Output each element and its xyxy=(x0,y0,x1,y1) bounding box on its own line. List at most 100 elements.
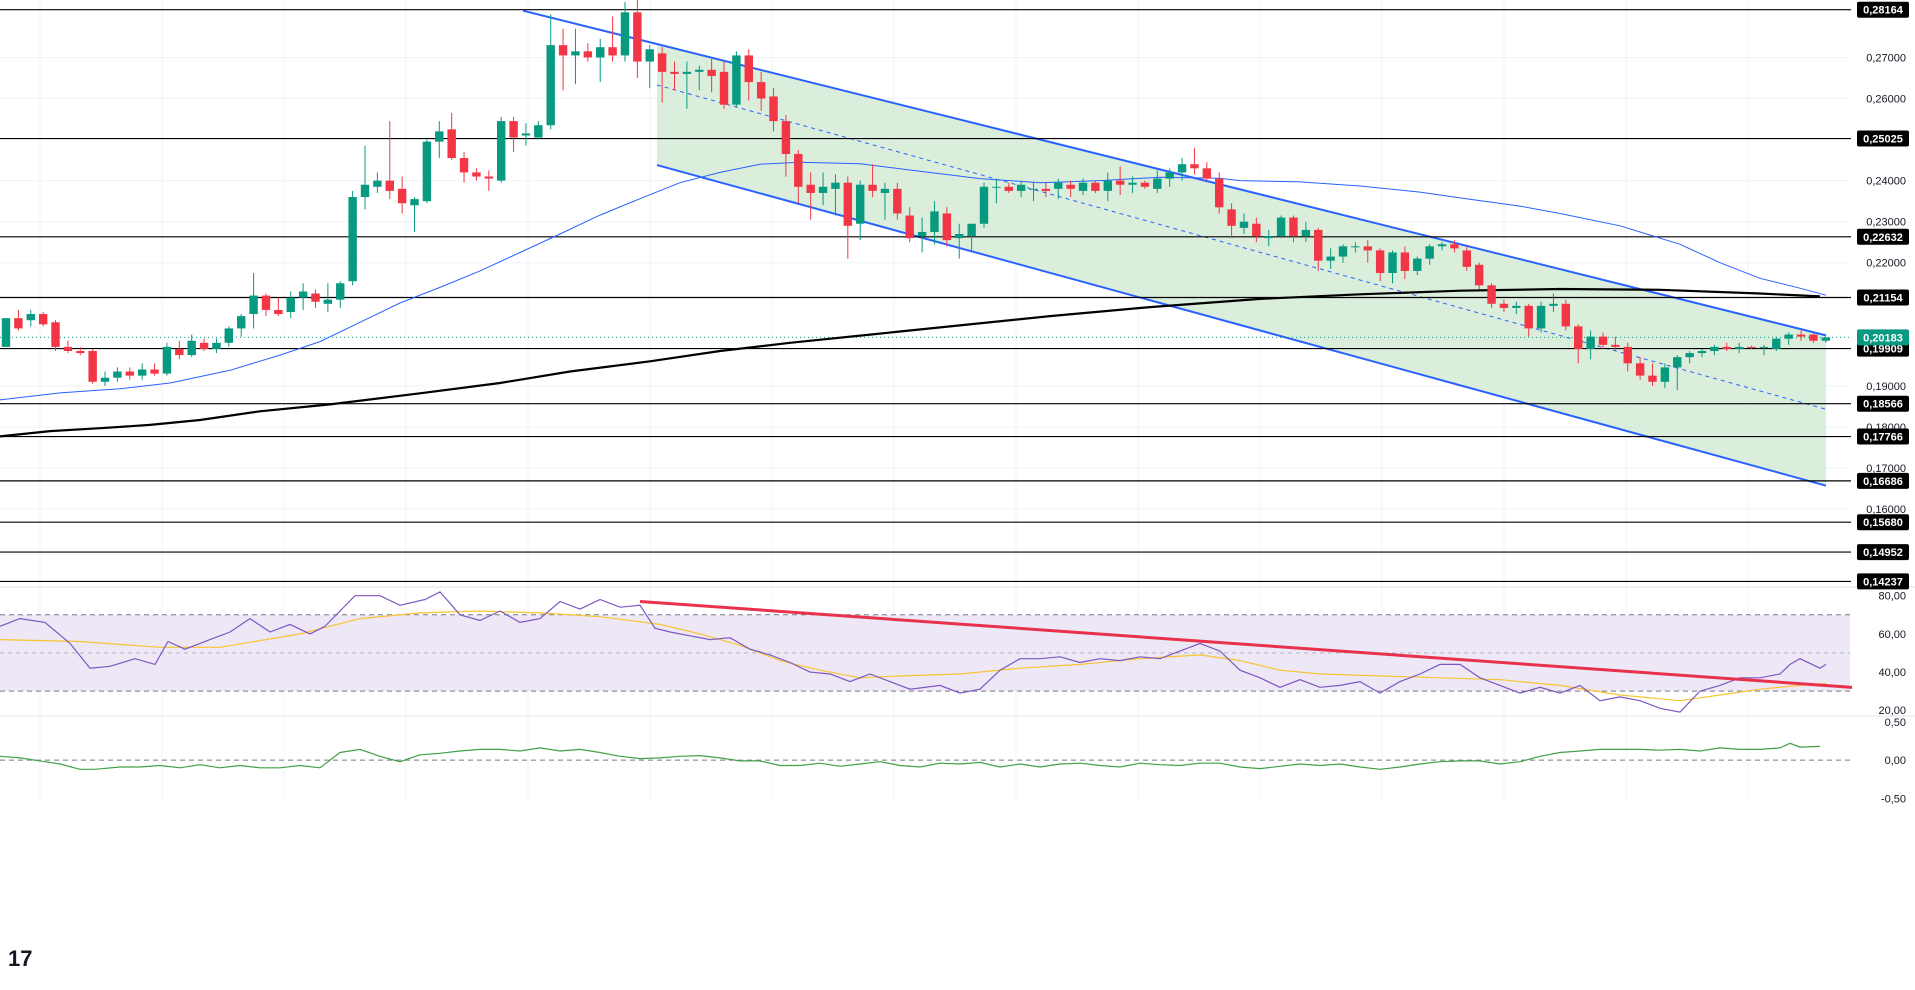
candle-body xyxy=(311,293,320,302)
candle xyxy=(1536,301,1546,333)
candle xyxy=(645,45,654,89)
candle xyxy=(274,297,283,317)
candle xyxy=(348,190,357,286)
candle-body xyxy=(187,340,196,356)
candle xyxy=(1623,342,1632,372)
level-label-text: 0,22632 xyxy=(1863,232,1903,244)
candle-body xyxy=(806,184,815,193)
candle-body xyxy=(930,211,939,232)
level-label-box xyxy=(1857,472,1909,489)
candle-body xyxy=(979,186,989,224)
candle-body xyxy=(1252,223,1261,237)
candle xyxy=(905,207,914,243)
level-label-box xyxy=(1857,395,1909,412)
candle-body xyxy=(571,51,580,56)
candle-body xyxy=(199,342,209,349)
cmf-tick-label: -0,50 xyxy=(1881,793,1906,805)
candle-body xyxy=(1734,346,1744,349)
candle xyxy=(459,151,469,183)
candle xyxy=(1,318,11,347)
candle xyxy=(719,61,729,109)
candle xyxy=(76,346,85,356)
candle-body xyxy=(1264,236,1273,239)
candle xyxy=(1710,344,1719,356)
candle-body xyxy=(100,377,110,382)
candle xyxy=(1388,250,1397,284)
candle-body xyxy=(14,318,23,329)
candle xyxy=(1140,180,1150,189)
candle xyxy=(1165,168,1174,187)
candle-body xyxy=(496,121,506,181)
rsi-tick-label: 60,00 xyxy=(1878,629,1906,641)
candle xyxy=(1734,342,1744,354)
candle-body xyxy=(1759,346,1769,348)
candle-body xyxy=(1153,178,1162,189)
candle-body xyxy=(719,71,729,105)
candle xyxy=(620,2,630,62)
candle xyxy=(534,121,543,140)
candle-body xyxy=(323,299,333,304)
level-label-text: 0,21154 xyxy=(1863,292,1903,304)
price-scale[interactable]: 0,27000 0,26000 0,24000 0,23000 0,22000 0,190… xyxy=(1857,1,1909,806)
candle-body xyxy=(237,316,246,329)
candle xyxy=(261,293,271,317)
candle-body xyxy=(1821,337,1831,341)
candle-body xyxy=(1388,252,1397,273)
candle-body xyxy=(1004,186,1013,191)
candle xyxy=(1239,213,1249,234)
candle xyxy=(63,340,73,354)
candle-body xyxy=(1747,346,1756,348)
candle xyxy=(1450,240,1459,253)
candle-body xyxy=(868,184,877,191)
candle xyxy=(744,49,753,101)
candle-body xyxy=(1239,221,1249,228)
candle xyxy=(26,309,35,327)
level-label-text: 0,15680 xyxy=(1863,517,1903,529)
candle-body xyxy=(546,45,555,126)
candle xyxy=(1772,336,1781,351)
candle-body xyxy=(286,297,295,312)
candle-body xyxy=(1351,246,1360,248)
cmf-tick-label: 0,50 xyxy=(1885,717,1906,729)
candle xyxy=(422,139,432,204)
candle xyxy=(1078,178,1088,195)
candle-body xyxy=(1549,303,1558,306)
level-label-box xyxy=(1857,544,1909,561)
candle xyxy=(1611,336,1620,351)
candle-body xyxy=(1041,188,1051,191)
candle xyxy=(1462,246,1472,271)
candle-body xyxy=(657,53,667,72)
candle xyxy=(930,201,939,245)
candle xyxy=(1214,172,1224,214)
candle-body xyxy=(435,131,444,142)
candle xyxy=(1747,345,1756,349)
level-label-text: 0,14952 xyxy=(1863,547,1903,559)
candle xyxy=(1821,336,1831,343)
candle-body xyxy=(744,55,753,83)
candle-body xyxy=(645,49,654,62)
rsi-tick-label: 20,00 xyxy=(1878,705,1906,717)
candle-body xyxy=(1648,375,1657,382)
candle xyxy=(410,197,419,232)
candle-body xyxy=(1586,336,1595,349)
candle-body xyxy=(137,369,147,376)
level-label-text: 0,17766 xyxy=(1863,432,1903,444)
ma-short-line xyxy=(0,161,1827,401)
candle-body xyxy=(855,184,865,224)
candle-body xyxy=(769,96,778,122)
candle-body xyxy=(967,223,976,237)
candle xyxy=(1598,332,1608,349)
candle-body xyxy=(1016,184,1026,191)
candle-body xyxy=(1128,182,1137,185)
candle xyxy=(967,223,976,253)
level-label-text: 0,28164 xyxy=(1863,5,1904,17)
candle xyxy=(1054,178,1063,200)
candle-body xyxy=(459,158,469,173)
candle-body xyxy=(1710,346,1719,351)
candle-body xyxy=(707,69,716,76)
candle-body xyxy=(484,176,494,179)
candle-body xyxy=(880,188,890,193)
candle-body xyxy=(125,371,135,376)
